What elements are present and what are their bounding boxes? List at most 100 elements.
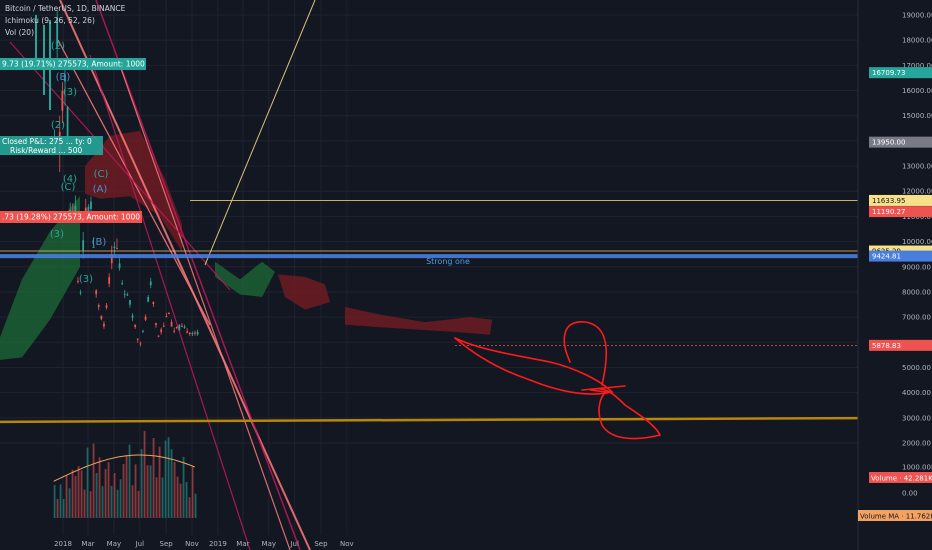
wave-label: (B) <box>56 72 71 83</box>
time-axis-label: Nov <box>340 540 354 548</box>
candle-body <box>139 343 142 345</box>
trade-box-closed <box>0 136 103 155</box>
price-tag-label: 16709.73 <box>872 69 905 77</box>
trade-box-closed-line2: Risk/Reward ... 500 <box>10 146 82 155</box>
volume-ma-tag <box>858 510 932 521</box>
volume-axis-tick-label: 1000.00K <box>902 464 932 472</box>
volume-bar <box>68 488 71 518</box>
volume-bar <box>107 462 110 518</box>
time-axis-label: May <box>262 540 276 548</box>
time-axis-label: 2019 <box>209 540 227 548</box>
volume-bar <box>113 473 116 518</box>
candle-body <box>123 293 126 295</box>
horizontal-levels[interactable]: Strong one <box>0 200 932 424</box>
trade-boxes: 9.73 (19.71%) 275573, Amount: 1000 Closed… <box>0 58 146 223</box>
volume-bar <box>122 464 125 518</box>
wave-label: (B) <box>92 237 107 248</box>
volume-bar <box>92 443 95 518</box>
candle-body <box>160 329 163 333</box>
candle-body <box>113 246 116 249</box>
wave-label: (C) <box>94 169 109 180</box>
time-axis-label: Jul <box>289 540 299 548</box>
volume-bar <box>176 476 179 518</box>
freehand-drawing[interactable] <box>454 321 662 440</box>
price-axis-tick-label: 8000.00 <box>902 288 931 296</box>
time-axis[interactable]: 2018 Mar May Jul Sep Nov 2019 Mar May Jul Sep Nov <box>54 540 354 548</box>
price-axis-tick-label: 3000.00 <box>902 414 931 422</box>
volume-bar <box>98 457 101 518</box>
volume-bar <box>146 465 149 518</box>
candle-body <box>168 313 170 315</box>
strong-one-label: Strong one <box>426 257 470 266</box>
time-axis-label: Jul <box>135 540 145 548</box>
volume-bar <box>191 466 194 518</box>
candle-body <box>87 206 90 213</box>
volume-bar <box>149 465 152 518</box>
candle-body <box>183 326 186 328</box>
trend-line <box>89 54 251 550</box>
price-tag-label: 5878.83 <box>872 342 901 350</box>
volume-bar <box>74 475 77 518</box>
wave-label: (A) <box>93 184 108 195</box>
candle-body <box>178 324 181 331</box>
volume-bar <box>137 490 140 518</box>
candle-body <box>149 281 152 286</box>
time-axis-label: May <box>107 540 121 548</box>
price-tag-label: 9424.81 <box>872 253 901 261</box>
candle-body <box>121 283 124 285</box>
volume-bar <box>182 456 185 518</box>
volume-bar <box>179 483 182 518</box>
price-axis-tick-label: 15000.00 <box>902 112 932 120</box>
trend-line <box>9 41 231 291</box>
candle-body <box>129 300 131 305</box>
candle-body <box>191 332 194 335</box>
candle-body <box>100 315 103 320</box>
trend-lines[interactable] <box>9 0 316 550</box>
ichimoku-cloud-region <box>345 307 492 335</box>
volume-bar <box>62 498 65 518</box>
volume-tag-label: Volume · 42.281K <box>871 475 932 483</box>
candle-body <box>118 263 121 269</box>
time-axis-label: Sep <box>160 540 174 548</box>
volume-bar <box>143 431 146 518</box>
elliott-wave-labels: (2)(B)(3)(2)(C)(4) (C)(A)(3)(B)(3) <box>50 41 109 285</box>
volume-bar <box>131 485 134 518</box>
trend-line <box>204 0 316 266</box>
chart-header: Bitcoin / TetherUS, 1D, BINANCE Ichimoku… <box>5 4 126 37</box>
volume-bar <box>65 475 68 518</box>
price-tag-label: 13950.00 <box>872 139 905 147</box>
volume-bar <box>170 449 173 518</box>
candle-body <box>157 335 160 337</box>
candle-body <box>95 290 98 295</box>
volume-bar <box>164 440 167 518</box>
trade-box-stop <box>0 211 142 223</box>
price-axis-tick-label: 9000.00 <box>902 263 931 271</box>
time-axis-label: Mar <box>81 540 94 548</box>
volume-bar <box>110 485 113 518</box>
time-axis-label: Sep <box>314 540 328 548</box>
volume-bar <box>83 489 86 518</box>
volume-bar <box>53 485 56 518</box>
wave-label: (4) <box>63 174 77 185</box>
price-axis-tick-label: 7000.00 <box>902 314 931 322</box>
price-tag <box>869 206 932 218</box>
ichimoku-cloud-region <box>215 261 275 297</box>
candle-body <box>181 325 183 327</box>
candle-body <box>173 330 176 332</box>
price-axis-tick-label: 10000.00 <box>902 238 932 246</box>
candle-body <box>56 17 59 48</box>
candle-body <box>105 305 108 308</box>
freehand-stroke <box>563 321 608 386</box>
freehand-stroke <box>454 337 614 395</box>
candle-body <box>147 297 150 302</box>
ichimoku-cloud-region <box>278 274 330 310</box>
candle-body <box>188 332 191 335</box>
candle-body <box>82 240 85 251</box>
trend-line <box>117 59 291 550</box>
candle-body <box>92 247 95 249</box>
price-axis-tick-label: 2000.00 <box>902 440 931 448</box>
price-tag <box>869 67 932 79</box>
price-tag <box>869 250 932 262</box>
candle-body <box>77 280 79 282</box>
